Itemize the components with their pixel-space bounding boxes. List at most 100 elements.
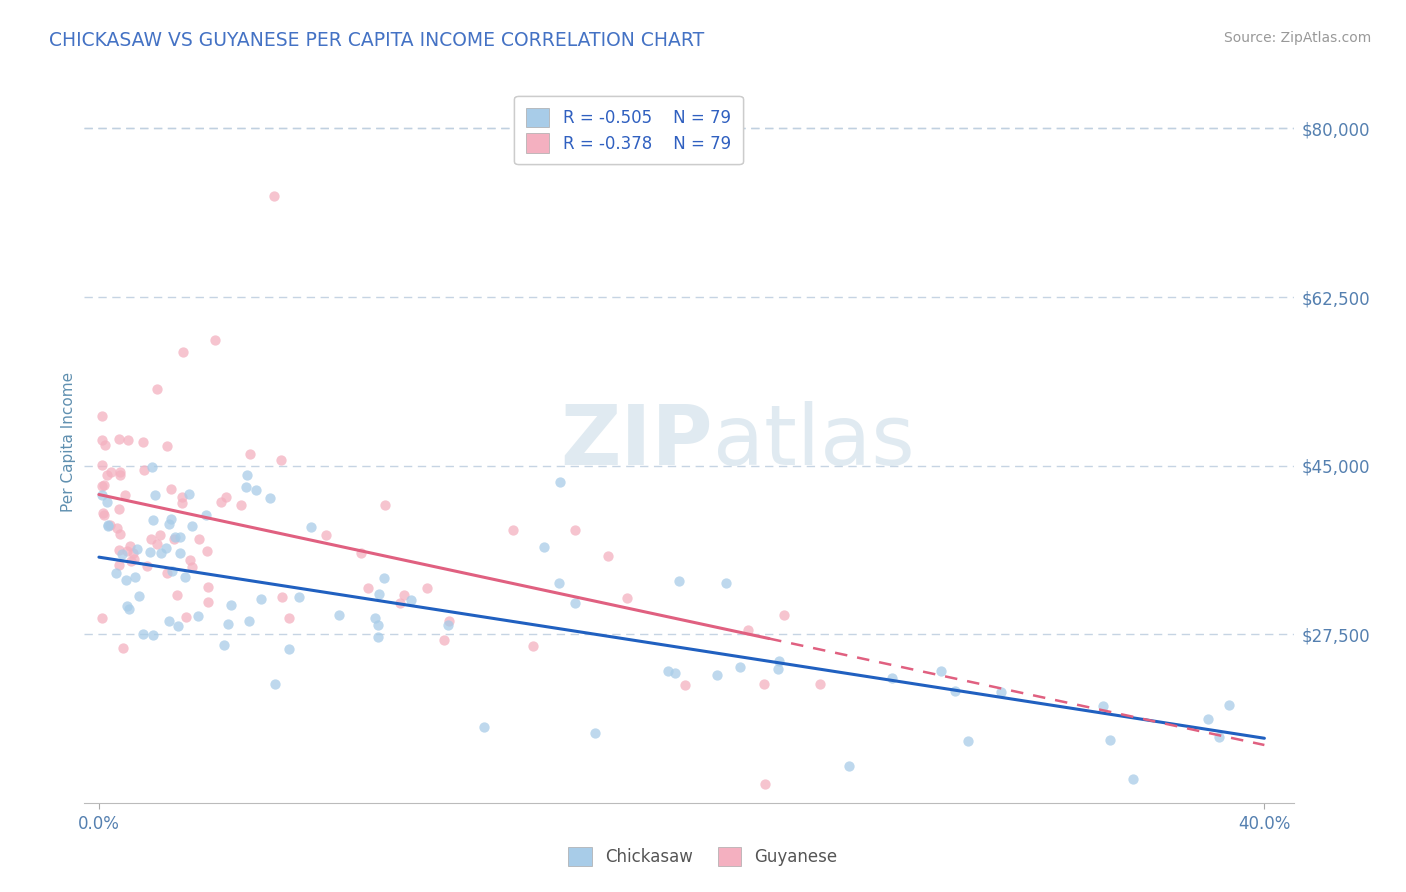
Point bbox=[90, 611, 112, 625]
Point bbox=[277, 642, 299, 657]
Point bbox=[522, 640, 544, 654]
Point bbox=[114, 573, 136, 587]
Point bbox=[548, 475, 571, 490]
Point bbox=[169, 530, 191, 544]
Point bbox=[143, 488, 166, 502]
Point bbox=[122, 546, 145, 560]
Point bbox=[548, 576, 571, 591]
Point bbox=[179, 552, 201, 566]
Point bbox=[766, 662, 789, 676]
Point bbox=[138, 545, 160, 559]
Point bbox=[1208, 730, 1230, 744]
Point bbox=[204, 334, 226, 348]
Point bbox=[125, 541, 148, 556]
Point bbox=[259, 491, 281, 506]
Point bbox=[249, 591, 271, 606]
Point bbox=[752, 677, 775, 691]
Point bbox=[146, 537, 169, 551]
Point bbox=[754, 776, 776, 790]
Point bbox=[163, 532, 186, 546]
Point bbox=[108, 526, 131, 541]
Point bbox=[187, 608, 209, 623]
Point bbox=[141, 459, 163, 474]
Point bbox=[212, 638, 235, 652]
Point bbox=[180, 519, 202, 533]
Text: Source: ZipAtlas.com: Source: ZipAtlas.com bbox=[1223, 31, 1371, 45]
Point bbox=[174, 570, 197, 584]
Point bbox=[98, 517, 121, 532]
Point bbox=[107, 558, 129, 572]
Point bbox=[1122, 772, 1144, 786]
Text: ZIP: ZIP bbox=[561, 401, 713, 482]
Point bbox=[235, 480, 257, 494]
Point bbox=[209, 495, 232, 509]
Point bbox=[149, 528, 172, 542]
Point bbox=[132, 434, 155, 449]
Point bbox=[108, 543, 131, 558]
Point bbox=[90, 458, 112, 472]
Point bbox=[142, 628, 165, 642]
Point bbox=[91, 506, 114, 520]
Point bbox=[108, 432, 131, 446]
Point bbox=[668, 574, 690, 589]
Point bbox=[93, 478, 115, 492]
Legend: R = -0.505    N = 79, R = -0.378    N = 79: R = -0.505 N = 79, R = -0.378 N = 79 bbox=[515, 95, 742, 164]
Point bbox=[673, 678, 696, 692]
Point bbox=[357, 581, 380, 595]
Point bbox=[773, 607, 796, 622]
Point bbox=[264, 677, 287, 691]
Point bbox=[170, 490, 193, 504]
Point bbox=[245, 483, 267, 497]
Point bbox=[533, 540, 555, 554]
Point bbox=[172, 344, 194, 359]
Point bbox=[236, 467, 259, 482]
Point bbox=[728, 660, 751, 674]
Point bbox=[107, 502, 129, 516]
Point bbox=[169, 546, 191, 560]
Point bbox=[115, 599, 138, 613]
Point bbox=[96, 495, 118, 509]
Point bbox=[706, 668, 728, 682]
Point bbox=[120, 554, 142, 568]
Point bbox=[364, 611, 387, 625]
Point bbox=[122, 552, 145, 566]
Point bbox=[100, 465, 122, 479]
Point bbox=[96, 467, 118, 482]
Point bbox=[194, 508, 217, 523]
Point bbox=[328, 607, 350, 622]
Point bbox=[616, 591, 638, 605]
Y-axis label: Per Capita Income: Per Capita Income bbox=[60, 371, 76, 512]
Point bbox=[97, 518, 120, 533]
Point bbox=[124, 570, 146, 584]
Point bbox=[117, 433, 139, 447]
Point bbox=[174, 610, 197, 624]
Point bbox=[166, 619, 188, 633]
Point bbox=[132, 627, 155, 641]
Point bbox=[155, 541, 177, 555]
Point bbox=[197, 580, 219, 594]
Point bbox=[105, 521, 128, 535]
Text: CHICKASAW VS GUYANESE PER CAPITA INCOME CORRELATION CHART: CHICKASAW VS GUYANESE PER CAPITA INCOME … bbox=[49, 31, 704, 50]
Point bbox=[214, 491, 236, 505]
Point bbox=[716, 576, 738, 591]
Point bbox=[838, 759, 860, 773]
Point bbox=[90, 488, 112, 502]
Point bbox=[1098, 732, 1121, 747]
Point bbox=[564, 596, 586, 610]
Point bbox=[135, 559, 157, 574]
Point bbox=[162, 564, 184, 578]
Point bbox=[374, 498, 396, 512]
Point bbox=[166, 588, 188, 602]
Point bbox=[146, 382, 169, 396]
Point bbox=[564, 523, 586, 537]
Point bbox=[437, 618, 460, 632]
Point bbox=[118, 539, 141, 553]
Point bbox=[217, 616, 239, 631]
Point bbox=[93, 438, 115, 452]
Point bbox=[90, 409, 112, 423]
Point bbox=[808, 677, 831, 691]
Point bbox=[139, 532, 162, 546]
Point bbox=[197, 595, 219, 609]
Point bbox=[437, 615, 460, 629]
Point bbox=[583, 726, 606, 740]
